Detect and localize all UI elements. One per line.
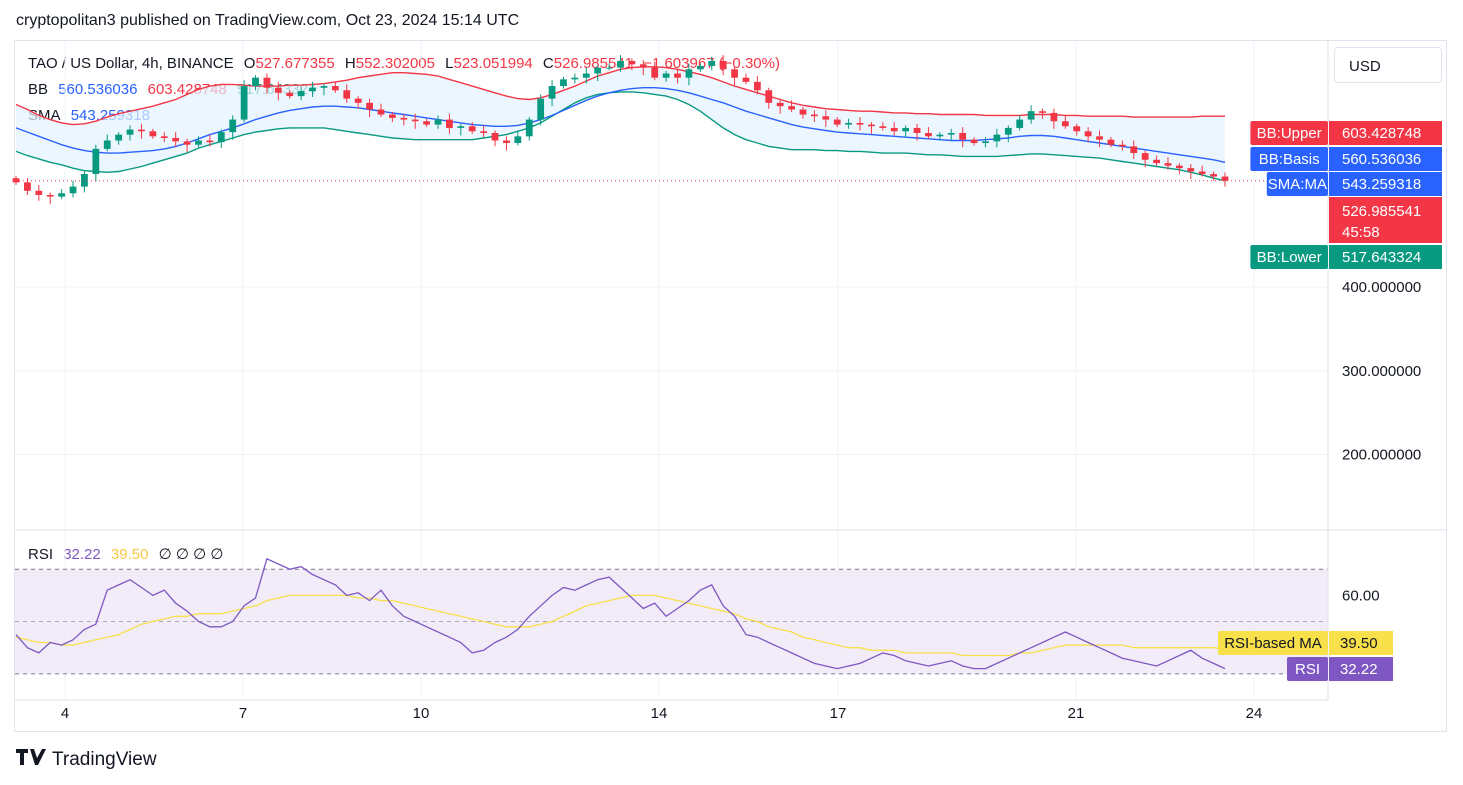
low-value: 523.051994 (453, 55, 533, 72)
rsi-value: 32.22 (63, 546, 101, 563)
bb-legend[interactable]: BB 560.536036 603.428748 517.643324 (28, 81, 322, 98)
footer-brand[interactable]: TradingView (16, 748, 157, 771)
bb-lower-value: 517.643324 (237, 81, 317, 98)
bb-upper-value: 603.428748 (147, 81, 227, 98)
publish-header: cryptopolitan3 published on TradingView.… (16, 12, 520, 29)
high-label: H (344, 55, 356, 72)
symbol-legend: TAO / US Dollar, 4h, BINANCE O527.677355… (28, 55, 786, 72)
close-label: C (542, 55, 554, 72)
open-label: O (243, 55, 256, 72)
sma-label: SMA (28, 107, 61, 124)
bb-label: BB (28, 81, 49, 98)
close-value: 526.985541 (553, 55, 634, 72)
open-value: 527.677355 (255, 55, 335, 72)
high-value: 552.302005 (355, 55, 435, 72)
rsi-label: RSI (28, 546, 54, 563)
change-value: −1.603967 (−0.30%) (643, 55, 780, 72)
rsi-legend[interactable]: RSI 32.22 39.50 ∅ ∅ ∅ ∅ (28, 545, 229, 563)
currency-button[interactable]: USD (1334, 47, 1442, 83)
footer-brand-text: TradingView (52, 748, 157, 770)
bb-basis-value: 560.536036 (58, 81, 138, 98)
symbol-label[interactable]: TAO / US Dollar, 4h, BINANCE (28, 55, 234, 72)
sma-legend[interactable]: SMA 543.259318 (28, 107, 156, 124)
rsi-ma-value: 39.50 (110, 546, 149, 563)
rsi-extra-values: ∅ ∅ ∅ ∅ (158, 546, 224, 563)
tradingview-logo-icon (16, 748, 46, 771)
chart-frame (14, 40, 1447, 732)
sma-value: 543.259318 (70, 107, 150, 124)
low-label: L (445, 55, 454, 72)
